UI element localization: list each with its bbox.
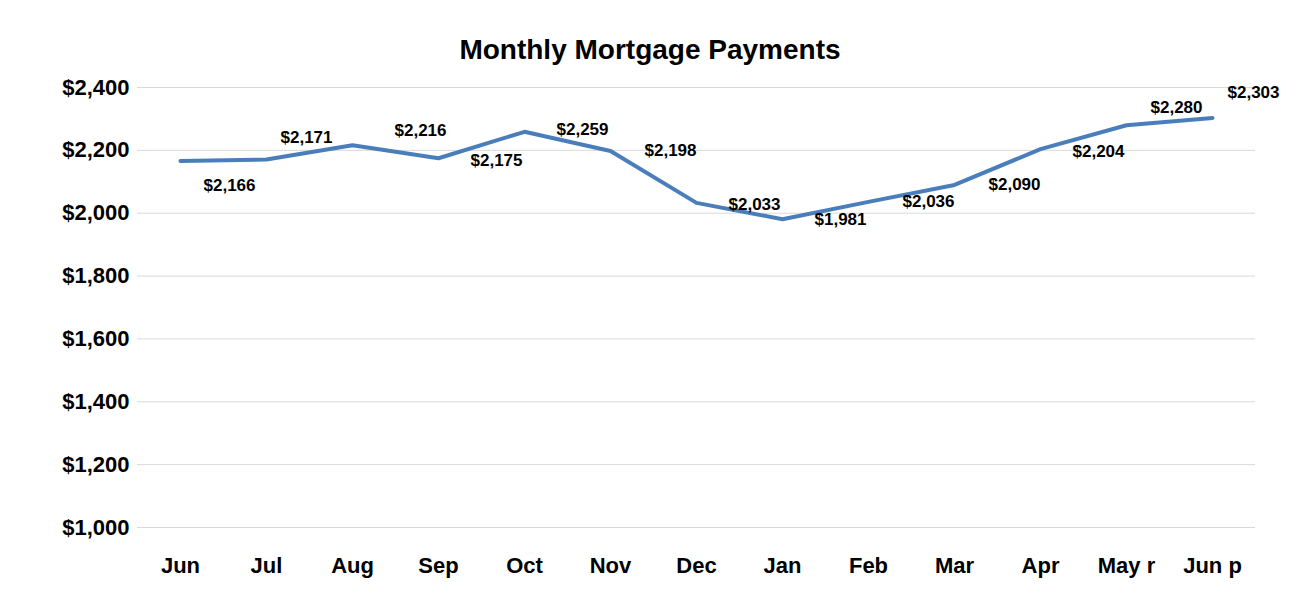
svg-text:$2,033: $2,033: [729, 195, 781, 214]
svg-text:Jun: Jun: [161, 553, 200, 578]
svg-text:Jul: Jul: [251, 553, 283, 578]
svg-text:Jan: Jan: [764, 553, 802, 578]
svg-text:$2,090: $2,090: [989, 175, 1041, 194]
svg-text:$2,303: $2,303: [1228, 83, 1280, 102]
svg-text:Apr: Apr: [1022, 553, 1060, 578]
svg-text:Sep: Sep: [418, 553, 458, 578]
svg-text:Aug: Aug: [331, 553, 374, 578]
svg-text:$2,036: $2,036: [903, 192, 955, 211]
svg-text:$1,400: $1,400: [62, 389, 129, 414]
svg-text:Mar: Mar: [935, 553, 975, 578]
svg-text:Dec: Dec: [676, 553, 716, 578]
svg-text:$2,166: $2,166: [204, 176, 256, 195]
svg-text:$2,000: $2,000: [62, 200, 129, 225]
svg-text:$2,400: $2,400: [62, 75, 129, 100]
svg-text:$2,259: $2,259: [557, 120, 609, 139]
svg-text:$2,280: $2,280: [1151, 98, 1203, 117]
svg-text:$1,200: $1,200: [62, 452, 129, 477]
svg-text:$1,600: $1,600: [62, 326, 129, 351]
svg-text:Nov: Nov: [590, 553, 632, 578]
html-text:Monthly Mortgage Payments: Monthly Mortgage Payments: [459, 34, 841, 65]
svg-text:May r: May r: [1098, 553, 1156, 578]
svg-text:$1,981: $1,981: [815, 210, 867, 229]
svg-text:$2,171: $2,171: [281, 128, 333, 147]
svg-text:Oct: Oct: [506, 553, 543, 578]
svg-text:$2,175: $2,175: [471, 151, 523, 170]
svg-text:$2,216: $2,216: [395, 121, 447, 140]
svg-text:Feb: Feb: [849, 553, 888, 578]
svg-text:$1,800: $1,800: [62, 263, 129, 288]
svg-text:$2,198: $2,198: [645, 141, 697, 160]
svg-text:$2,200: $2,200: [62, 137, 129, 162]
svg-text:Jun p: Jun p: [1183, 553, 1242, 578]
svg-text:$2,204: $2,204: [1073, 142, 1126, 161]
svg-text:$1,000: $1,000: [62, 515, 129, 540]
